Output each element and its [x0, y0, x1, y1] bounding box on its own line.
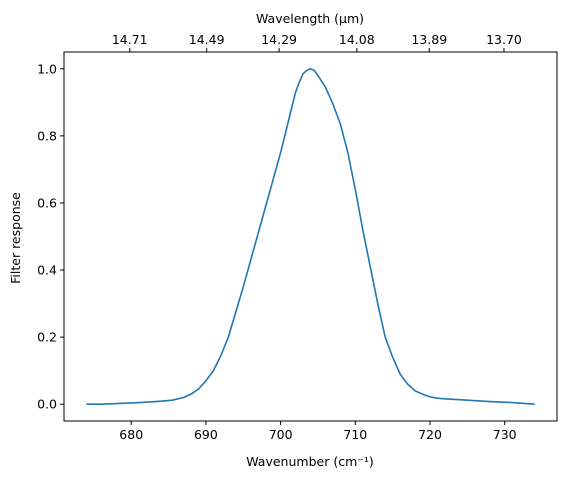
y-axis-label: Filter response	[8, 192, 23, 284]
y-tick-label: 0.2	[37, 330, 57, 345]
series-line	[86, 67, 535, 406]
top-tick-label: 13.89	[411, 32, 447, 47]
top-axis-ticks: 14.71 14.49 14.29 14.08 13.89 13.70	[112, 32, 522, 52]
x-tick-label: 690	[194, 427, 218, 442]
x-tick-label: 680	[119, 427, 143, 442]
x-axis-ticks: 680 690 700 710 720 730	[119, 421, 517, 442]
y-tick-label: 0.6	[37, 195, 57, 210]
x-tick-label: 730	[493, 427, 517, 442]
top-tick-label: 13.70	[486, 32, 522, 47]
top-axis-label: Wavelength (μm)	[256, 11, 364, 26]
y-axis-ticks: 0.0 0.2 0.4 0.6 0.8 1.0	[37, 61, 64, 412]
top-tick-label: 14.71	[112, 32, 148, 47]
y-tick-label: 1.0	[37, 61, 57, 76]
y-tick-label: 0.0	[37, 397, 57, 412]
x-tick-label: 700	[269, 427, 293, 442]
plot-area	[63, 51, 558, 422]
x-axis-label: Wavenumber (cm⁻¹)	[246, 454, 373, 469]
top-tick-label: 14.08	[339, 32, 375, 47]
top-tick-label: 14.29	[261, 32, 297, 47]
y-tick-label: 0.4	[37, 263, 57, 278]
top-tick-label: 14.49	[189, 32, 225, 47]
x-tick-label: 720	[418, 427, 442, 442]
y-tick-label: 0.8	[37, 128, 57, 143]
x-tick-label: 710	[343, 427, 367, 442]
